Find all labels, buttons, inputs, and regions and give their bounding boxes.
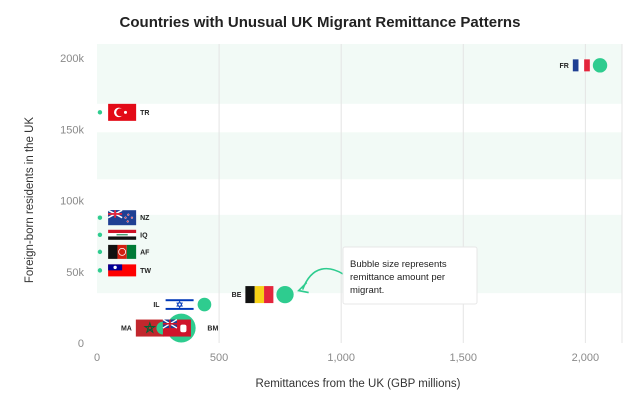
background-bands [97, 44, 622, 294]
y-tick-label: 50k [66, 267, 84, 279]
annotation-box [342, 246, 478, 305]
data-point-nz: NZ [97, 209, 150, 226]
y-tick-label: 150k [60, 124, 84, 136]
flag-fr-icon [572, 59, 590, 72]
flag-iq-icon [108, 229, 137, 240]
y-axis-ticks: 0 50k 100k 150k 200k [60, 53, 84, 350]
bubble-tr [97, 110, 103, 115]
flag-bm-icon [162, 318, 191, 337]
point-label-tw: TW [140, 268, 151, 275]
point-label-tr: TR [140, 110, 149, 117]
annotation-arrowhead [297, 282, 309, 294]
point-label-af: AF [140, 249, 150, 256]
annotation-line-1: Bubble size represents [350, 259, 447, 270]
point-label-bm: BM [207, 326, 218, 333]
flag-tw-icon [108, 264, 137, 277]
point-label-be: BE [232, 292, 242, 299]
flag-nz-icon [107, 209, 137, 226]
x-tick-label: 500 [210, 352, 228, 364]
background-band [97, 44, 622, 104]
data-point-fr: FR [559, 58, 608, 73]
bubble-tw [97, 268, 103, 273]
annotation-line-3: migrant. [350, 285, 384, 296]
bubble-af [97, 249, 103, 255]
y-tick-label: 0 [78, 338, 84, 350]
background-band [97, 132, 622, 180]
x-tick-label: 2,000 [572, 352, 600, 364]
flag-il-icon [165, 297, 194, 312]
flag-ma-icon [135, 319, 164, 337]
annotation-line-2: remittance amount per [350, 272, 445, 283]
point-label-iq: IQ [140, 232, 148, 239]
bubble-iq [97, 232, 103, 237]
data-point-tr: TR [97, 103, 149, 121]
annotation-text: Bubble size represents remittance amount… [350, 259, 449, 296]
flag-af-icon [108, 244, 137, 259]
data-point-tw: TW [97, 264, 151, 277]
x-axis-label: Remittances from the UK (GBP millions) [256, 378, 461, 390]
bubble-nz [97, 215, 103, 220]
bubble-il [197, 297, 212, 312]
chart-title: Countries with Unusual UK Migrant Remitt… [120, 14, 521, 31]
x-axis-ticks: 0 500 1,000 1,500 2,000 [94, 352, 599, 364]
y-tick-label: 200k [60, 53, 84, 65]
x-tick-label: 0 [94, 352, 100, 364]
data-points: FR TR NZ IQ AF TW BE IL MA BM [97, 58, 608, 343]
data-point-be: BE [232, 285, 294, 304]
data-point-il: IL [153, 297, 212, 312]
x-tick-label: 1,000 [327, 352, 355, 364]
point-label-nz: NZ [140, 215, 150, 222]
y-tick-label: 100k [60, 196, 84, 208]
point-label-fr: FR [559, 63, 568, 70]
point-label-il: IL [153, 302, 160, 309]
point-label-ma: MA [121, 326, 132, 333]
annotation: Bubble size represents remittance amount… [297, 246, 478, 305]
bubble-be [276, 285, 294, 304]
x-tick-label: 1,500 [450, 352, 478, 364]
bubble-fr [592, 58, 608, 73]
data-point-af: AF [97, 244, 150, 259]
y-axis-label: Foreign-born residents in the UK [24, 117, 36, 284]
data-point-iq: IQ [97, 229, 148, 240]
flag-tr-icon [108, 103, 137, 121]
data-point-bm: BM [156, 318, 218, 337]
flag-be-icon [245, 286, 274, 304]
